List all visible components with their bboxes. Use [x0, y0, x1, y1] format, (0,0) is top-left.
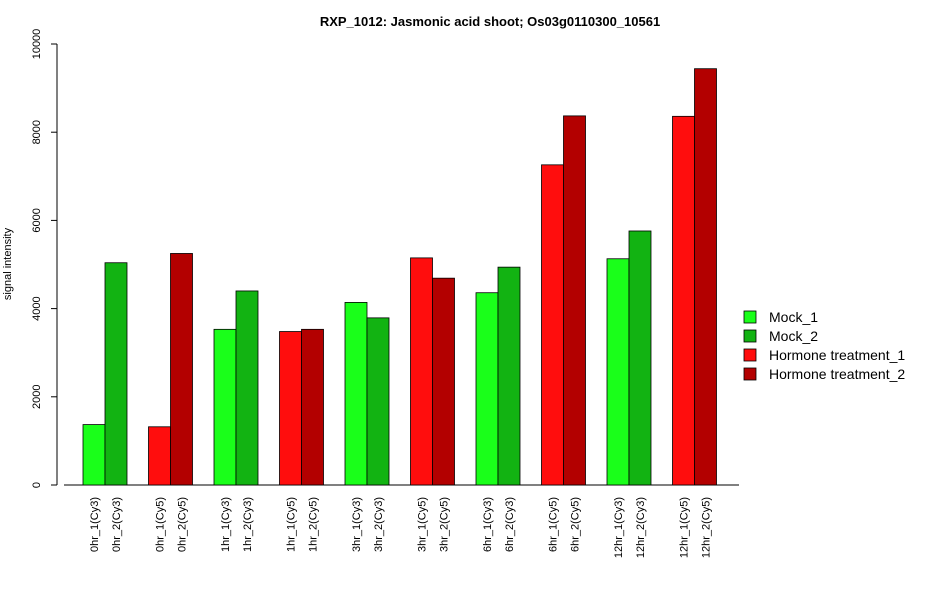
legend-label: Mock_1: [769, 309, 818, 325]
x-tick-label: 0hr_1(Cy5): [155, 497, 167, 552]
x-tick-label: 1hr_2(Cy3): [242, 497, 254, 552]
bar-12hr_1(Cy5): [672, 115, 695, 486]
legend-label: Mock_2: [769, 328, 818, 344]
bar-0hr_2(Cy3): [104, 262, 128, 486]
legend-label: Hormone treatment_2: [769, 366, 905, 382]
x-tick-label: 3hr_2(Cy5): [439, 497, 451, 552]
legend-swatch: [743, 310, 757, 324]
x-tick-label: 1hr_1(Cy5): [286, 497, 298, 552]
y-tick-label: 0: [31, 482, 43, 488]
chart-title: RXP_1012: Jasmonic acid shoot; Os03g0110…: [320, 14, 660, 29]
x-tick-label: 0hr_2(Cy5): [177, 497, 189, 552]
legend: Mock_1 Mock_2 Hormone treatment_1 Hormone t…: [743, 309, 905, 382]
x-tick-label: 1hr_1(Cy3): [220, 497, 232, 552]
bar-1hr_2(Cy3): [235, 290, 259, 486]
bar-6hr_1(Cy3): [475, 292, 499, 486]
x-tick-label: 0hr_1(Cy3): [89, 497, 101, 552]
x-tick-label: 3hr_1(Cy5): [417, 497, 429, 552]
bar-0hr_1(Cy3): [82, 424, 106, 486]
y-axis-ticks: 0 2000 4000 6000 8000 10000: [31, 29, 57, 488]
bar-6hr_1(Cy5): [541, 164, 564, 486]
bar-3hr_2(Cy3): [366, 317, 390, 486]
y-tick-label: 2000: [31, 385, 43, 409]
bar-3hr_1(Cy3): [344, 302, 368, 486]
x-tick-label: 6hr_2(Cy5): [570, 497, 582, 552]
bar-12hr_2(Cy3): [628, 230, 652, 486]
x-tick-label: 12hr_1(Cy3): [613, 497, 625, 558]
x-tick-label: 6hr_1(Cy5): [548, 497, 560, 552]
bar-12hr_2(Cy5): [694, 68, 717, 486]
x-tick-label: 12hr_2(Cy3): [635, 497, 647, 558]
bar-1hr_1(Cy5): [279, 331, 302, 486]
x-tick-label: 12hr_1(Cy5): [679, 497, 691, 558]
legend-swatch: [743, 348, 757, 362]
bar-3hr_1(Cy5): [410, 257, 433, 486]
x-tick-label: 12hr_2(Cy5): [701, 497, 713, 558]
bar-1hr_2(Cy5): [301, 328, 324, 486]
bar-0hr_1(Cy5): [148, 426, 171, 486]
y-tick-label: 10000: [31, 29, 43, 60]
y-tick-label: 4000: [31, 296, 43, 320]
legend-swatch: [743, 367, 757, 381]
x-tick-label: 6hr_2(Cy3): [504, 497, 516, 552]
legend-label: Hormone treatment_1: [769, 347, 905, 363]
x-tick-label: 1hr_2(Cy5): [308, 497, 320, 552]
legend-swatch: [743, 329, 757, 343]
bar-0hr_2(Cy5): [170, 253, 193, 486]
y-axis-label: signal intensity: [2, 227, 14, 300]
x-tick-label: 0hr_2(Cy3): [111, 497, 123, 552]
bar-1hr_1(Cy3): [213, 328, 237, 486]
x-axis-tick-labels: 0hr_1(Cy3) 0hr_2(Cy3) 0hr_1(Cy5) 0hr_2(Cy5)…: [89, 497, 713, 558]
bars-group: [82, 68, 717, 486]
bar-12hr_1(Cy3): [606, 258, 630, 486]
bar-3hr_2(Cy5): [432, 277, 455, 486]
x-tick-label: 6hr_1(Cy3): [482, 497, 494, 552]
x-tick-label: 3hr_2(Cy3): [373, 497, 385, 552]
y-tick-label: 6000: [31, 208, 43, 232]
bar-6hr_2(Cy3): [497, 266, 521, 486]
x-tick-label: 3hr_1(Cy3): [351, 497, 363, 552]
y-tick-label: 8000: [31, 120, 43, 144]
bar-6hr_2(Cy5): [563, 115, 586, 486]
